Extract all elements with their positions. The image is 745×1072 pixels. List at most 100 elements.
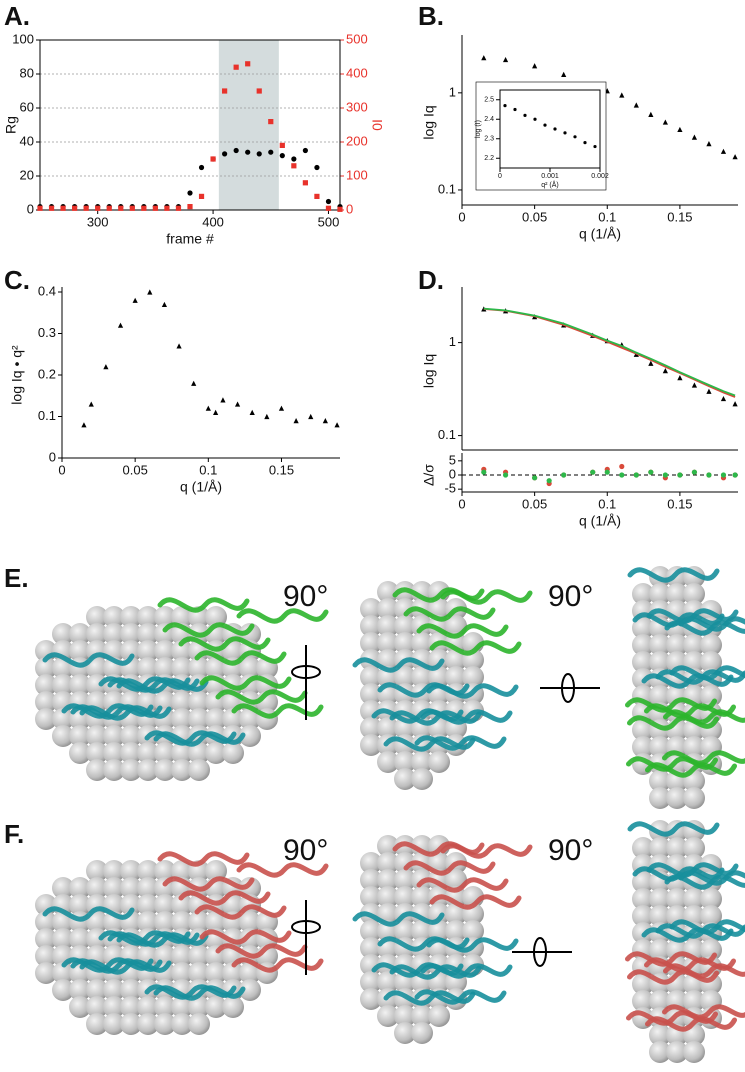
point: [326, 206, 331, 211]
point: [721, 396, 726, 401]
point: [103, 364, 108, 369]
x-tick-label: 0.1: [598, 209, 616, 224]
point: [706, 472, 711, 477]
sphere: [222, 742, 244, 764]
y-tick-label: 0.1: [438, 181, 456, 196]
point: [235, 401, 240, 406]
y-tick-label: 100: [12, 31, 34, 46]
point: [561, 472, 566, 477]
point: [563, 131, 566, 134]
point: [337, 207, 342, 212]
fit-line: [484, 309, 735, 396]
panel-label: B.: [418, 1, 444, 31]
point: [619, 472, 624, 477]
point: [264, 414, 269, 419]
point: [222, 151, 227, 156]
structures: [35, 566, 745, 1063]
point: [133, 298, 138, 303]
point: [523, 114, 526, 117]
point: [533, 118, 536, 121]
point: [561, 72, 566, 77]
y-tick-label: 0.1: [38, 408, 56, 423]
point: [60, 206, 65, 211]
point: [81, 422, 86, 427]
point: [308, 414, 313, 419]
point: [692, 470, 697, 475]
point: [162, 302, 167, 307]
point: [49, 206, 54, 211]
point: [481, 470, 486, 475]
y2-tick-label: 200: [346, 133, 368, 148]
x-tick-label: 0.1: [598, 496, 616, 511]
sphere: [188, 759, 210, 781]
y-tick-label: 5: [449, 452, 456, 467]
point: [268, 119, 273, 124]
sphere: [222, 996, 244, 1018]
y-tick-label: 0.3: [38, 325, 56, 340]
point: [210, 156, 215, 161]
point: [532, 63, 537, 68]
point: [663, 119, 668, 124]
point: [257, 151, 262, 156]
y-tick-label: 1: [449, 84, 456, 99]
panel-label: E.: [4, 563, 29, 593]
point: [220, 397, 225, 402]
x-tick-label: 0.05: [522, 209, 547, 224]
point: [199, 165, 204, 170]
point: [334, 422, 339, 427]
point: [176, 206, 181, 211]
ribbon: [160, 854, 247, 864]
x-tick-label: 0.002: [591, 173, 609, 180]
point: [547, 478, 552, 483]
point: [187, 204, 192, 209]
x-tick-label: 300: [87, 214, 109, 229]
ribbon: [160, 600, 247, 610]
x-tick-label: 400: [202, 214, 224, 229]
y-tick-label: 2.3: [484, 136, 494, 143]
panel-label: A.: [4, 1, 30, 31]
x-tick-label: 0.1: [199, 462, 217, 477]
point: [147, 289, 152, 294]
rotation-label: 90°: [283, 580, 328, 613]
point: [234, 148, 239, 153]
point: [590, 470, 595, 475]
point: [234, 65, 239, 70]
point: [605, 470, 610, 475]
point: [294, 418, 299, 423]
y-tick-label: -5: [444, 481, 456, 496]
point: [191, 381, 196, 386]
x-tick-label: 0: [458, 496, 465, 511]
y-tick-label: 20: [20, 167, 34, 182]
point: [107, 206, 112, 211]
sphere: [411, 768, 433, 790]
point: [199, 194, 204, 199]
y-axis-label: log Iq: [421, 354, 437, 388]
rotation-label: 90°: [548, 580, 593, 613]
point: [250, 410, 255, 415]
point: [323, 418, 328, 423]
y-tick-label: 2.5: [484, 97, 494, 104]
x-axis-label: q (1/Å): [180, 479, 222, 495]
y-axis-label: log (I): [475, 120, 482, 138]
point: [213, 410, 218, 415]
y-tick-label: 0: [449, 466, 456, 481]
sphere: [683, 787, 705, 809]
point: [706, 389, 711, 394]
point: [187, 190, 192, 195]
y2-tick-label: 0: [346, 201, 353, 216]
x-tick-label: 0.05: [123, 462, 148, 477]
point: [141, 206, 146, 211]
point: [721, 149, 726, 154]
point: [619, 464, 624, 469]
x-axis-label: q (1/Å): [579, 513, 621, 529]
point: [677, 472, 682, 477]
sphere: [411, 1022, 433, 1044]
point: [153, 206, 158, 211]
point: [279, 406, 284, 411]
point: [619, 92, 624, 97]
panel-label: F.: [4, 819, 24, 849]
y2-tick-label: 300: [346, 99, 368, 114]
point: [118, 323, 123, 328]
y2-tick-label: 500: [346, 31, 368, 46]
point: [513, 108, 516, 111]
